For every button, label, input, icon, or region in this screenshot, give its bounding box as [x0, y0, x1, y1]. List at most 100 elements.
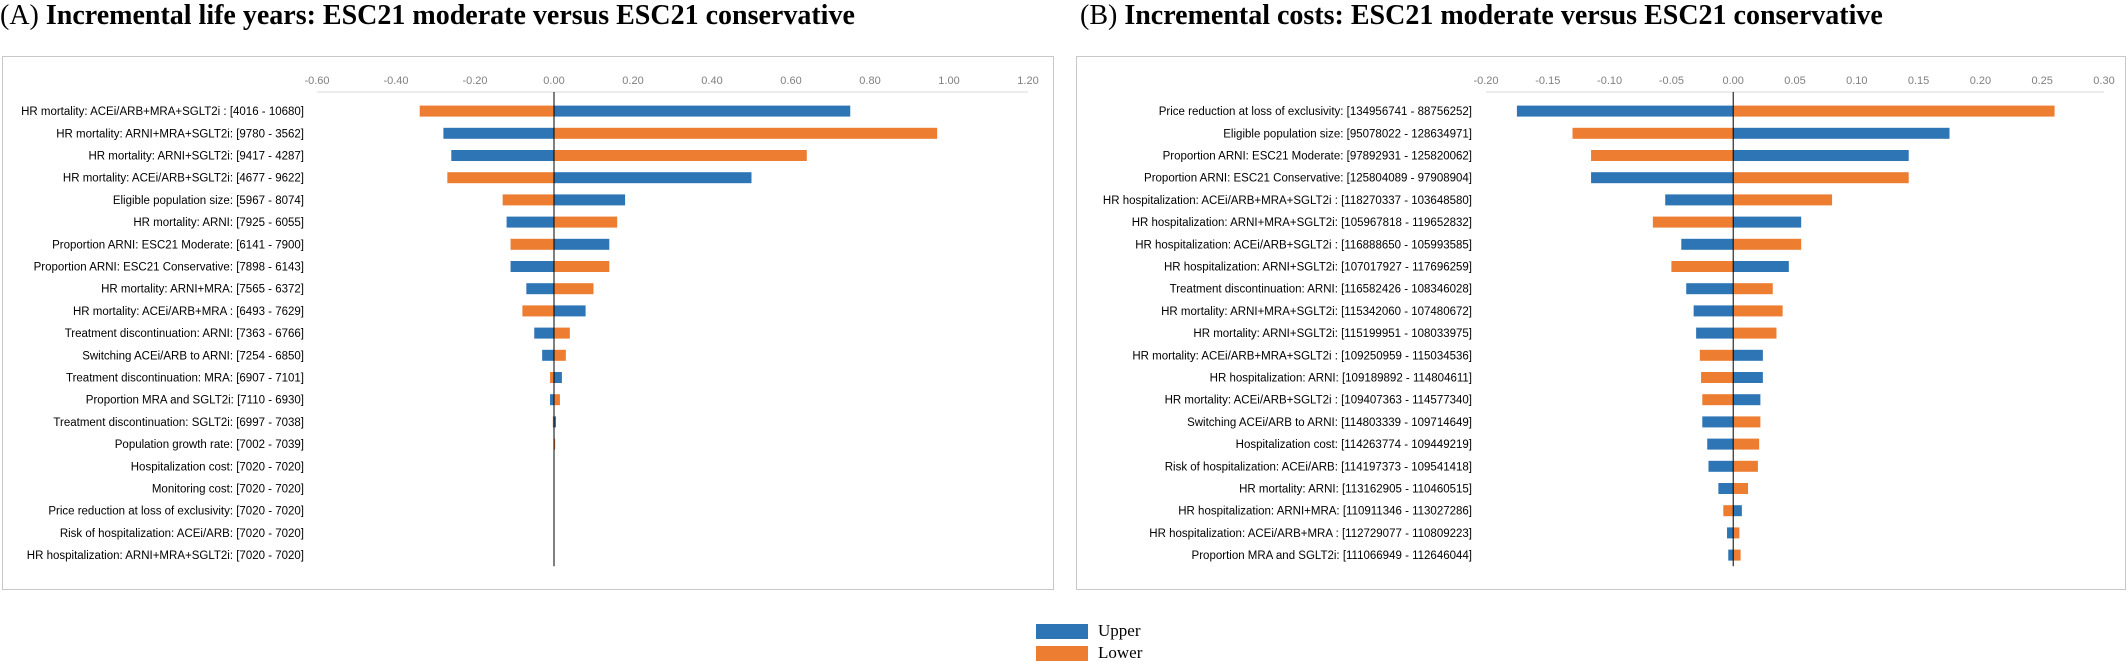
- bar-lower: [1733, 305, 1783, 317]
- bar-upper: [1702, 416, 1734, 428]
- x-tick-label: -0.10: [1597, 75, 1622, 87]
- bar-lower: [554, 394, 560, 406]
- bar-upper: [554, 238, 610, 250]
- bar-lower: [522, 305, 554, 317]
- tornado-chart-life-years: -0.60 -0.40 -0.20 0.00 0.20 0.40 0.60 0.80 1.00 1…: [21, 75, 1039, 567]
- x-tick-label: -0.15: [1535, 75, 1560, 87]
- category-label: Proportion MRA and SGLT2i: [111066949 - …: [1192, 550, 1472, 562]
- bar-upper: [1665, 194, 1734, 206]
- category-label: HR mortality: ACEi/ARB+MRA+SGLT2i : [109…: [1132, 350, 1472, 362]
- category-label: Treatment discontinuation: ARNI: [116582…: [1170, 284, 1472, 296]
- category-label: HR hospitalization: ARNI+SGLT2i: [107017…: [1164, 262, 1472, 274]
- bar-lower: [554, 349, 566, 361]
- bar-upper: [1681, 238, 1734, 250]
- bar-lower: [554, 327, 570, 339]
- bar-lower: [554, 127, 938, 139]
- bar-lower: [1723, 505, 1734, 517]
- bar-lower: [1733, 416, 1761, 428]
- bar-lower: [510, 238, 554, 250]
- bar-lower: [502, 194, 554, 206]
- category-label: Proportion ARNI: ESC21 Moderate: [6141 -…: [52, 239, 304, 251]
- bar-upper: [1733, 150, 1909, 161]
- x-tick-label: 0.00: [1722, 75, 1743, 87]
- bar-lower: [1702, 394, 1734, 406]
- bar-upper: [1718, 483, 1734, 494]
- panel-b-title: (B) Incremental costs: ESC21 moderate ve…: [1080, 0, 1883, 32]
- bar-upper: [554, 105, 851, 117]
- x-tick-label: -0.60: [304, 75, 329, 87]
- bar-lower: [1733, 527, 1740, 539]
- category-label: Proportion MRA and SGLT2i: [7110 - 6930]: [86, 395, 304, 407]
- bar-lower: [419, 105, 554, 117]
- category-label: HR hospitalization: ARNI+MRA: [110911346…: [1178, 506, 1472, 518]
- category-label: HR mortality: ARNI+MRA+SGLT2i: [9780 - 3…: [56, 128, 304, 140]
- category-label: HR hospitalization: ARNI: [109189892 - 1…: [1210, 373, 1472, 385]
- panel-a-title-text: Incremental life years: ESC21 moderate v…: [45, 0, 855, 31]
- category-label: HR mortality: ARNI+MRA: [7565 - 6372]: [101, 284, 304, 296]
- bar-lower: [1733, 194, 1833, 206]
- panel-a-frame: [2, 56, 1054, 590]
- x-tick-label: 0.00: [543, 75, 564, 87]
- x-tick-label: 0.40: [701, 75, 722, 87]
- category-label: Proportion ARNI: ESC21 Conservative: [78…: [34, 262, 304, 274]
- category-label: HR mortality: ARNI+SGLT2i: [9417 - 4287]: [88, 151, 304, 163]
- category-label: HR mortality: ARNI: [7925 - 6055]: [133, 217, 304, 229]
- category-label: HR hospitalization: ARNI+MRA+SGLT2i: [10…: [1132, 217, 1472, 229]
- bar-upper: [1728, 549, 1734, 561]
- bar-lower: [1671, 261, 1734, 272]
- category-label: Risk of hospitalization: ACEi/ARB: [1141…: [1165, 461, 1472, 473]
- category-label: Risk of hospitalization: ACEi/ARB: [7020…: [60, 528, 304, 540]
- x-tick-label: 0.80: [859, 75, 880, 87]
- x-tick-label: 0.05: [1784, 75, 1805, 87]
- category-label: Proportion ARNI: ESC21 Conservative: [12…: [1144, 173, 1472, 185]
- bar-lower: [554, 261, 610, 272]
- bar-upper: [1733, 127, 1950, 139]
- category-label: HR mortality: ACEi/ARB+MRA+SGLT2i : [401…: [21, 106, 304, 118]
- category-label: Treatment discontinuation: SGLT2i: [6997…: [53, 417, 304, 429]
- bar-lower: [554, 283, 594, 295]
- x-tick-label: 0.30: [2093, 75, 2114, 87]
- bar-upper: [1693, 305, 1734, 317]
- bar-upper: [542, 349, 554, 361]
- legend: Upper Lower: [1036, 620, 1142, 664]
- bar-lower: [554, 438, 556, 450]
- bar-lower: [1572, 127, 1734, 139]
- bar-lower: [554, 150, 807, 161]
- legend-swatch-lower: [1036, 645, 1088, 661]
- category-label: HR mortality: ACEi/ARB+MRA : [6493 - 762…: [73, 306, 304, 318]
- category-label: HR mortality: ARNI: [113162905 - 1104605…: [1239, 484, 1472, 496]
- bar-upper: [1727, 527, 1734, 539]
- bar-lower: [1733, 460, 1758, 472]
- bar-lower: [1733, 549, 1741, 561]
- bar-upper: [1708, 460, 1734, 472]
- x-tick-label: -0.40: [383, 75, 408, 87]
- bar-upper: [554, 172, 752, 184]
- bar-lower: [1701, 372, 1734, 383]
- x-tick-label: -0.20: [1473, 75, 1498, 87]
- category-label: Eligible population size: [5967 - 8074]: [113, 195, 304, 207]
- bar-lower: [1591, 150, 1734, 161]
- category-label: HR mortality: ACEi/ARB+SGLT2i: [4677 - 9…: [63, 173, 304, 185]
- x-tick-label: 1.20: [1017, 75, 1038, 87]
- category-label: Monitoring cost: [7020 - 7020]: [152, 484, 304, 496]
- bar-lower: [1733, 438, 1760, 450]
- bar-upper: [451, 150, 554, 161]
- bar-lower: [550, 372, 554, 383]
- x-tick-label: 0.60: [780, 75, 801, 87]
- bar-upper: [1733, 261, 1789, 272]
- bar-upper: [1733, 505, 1742, 517]
- bar-upper: [1733, 349, 1763, 361]
- category-label: HR hospitalization: ARNI+MRA+SGLT2i: [70…: [27, 550, 304, 562]
- bar-upper: [1733, 216, 1802, 228]
- legend-item-lower: Lower: [1036, 642, 1142, 664]
- bar-lower: [447, 172, 554, 184]
- category-label: Hospitalization cost: [7020 - 7020]: [131, 461, 304, 473]
- x-tick-label: 1.00: [938, 75, 959, 87]
- category-label: Population growth rate: [7002 - 7039]: [115, 439, 304, 451]
- bar-upper: [1591, 172, 1734, 184]
- panel-b-frame: [1076, 56, 2126, 590]
- category-label: HR mortality: ACEi/ARB+SGLT2i : [1094073…: [1165, 395, 1472, 407]
- panel-a-title: (A) Incremental life years: ESC21 modera…: [0, 0, 855, 32]
- bar-lower: [1733, 238, 1802, 250]
- x-tick-label: 0.15: [1908, 75, 1929, 87]
